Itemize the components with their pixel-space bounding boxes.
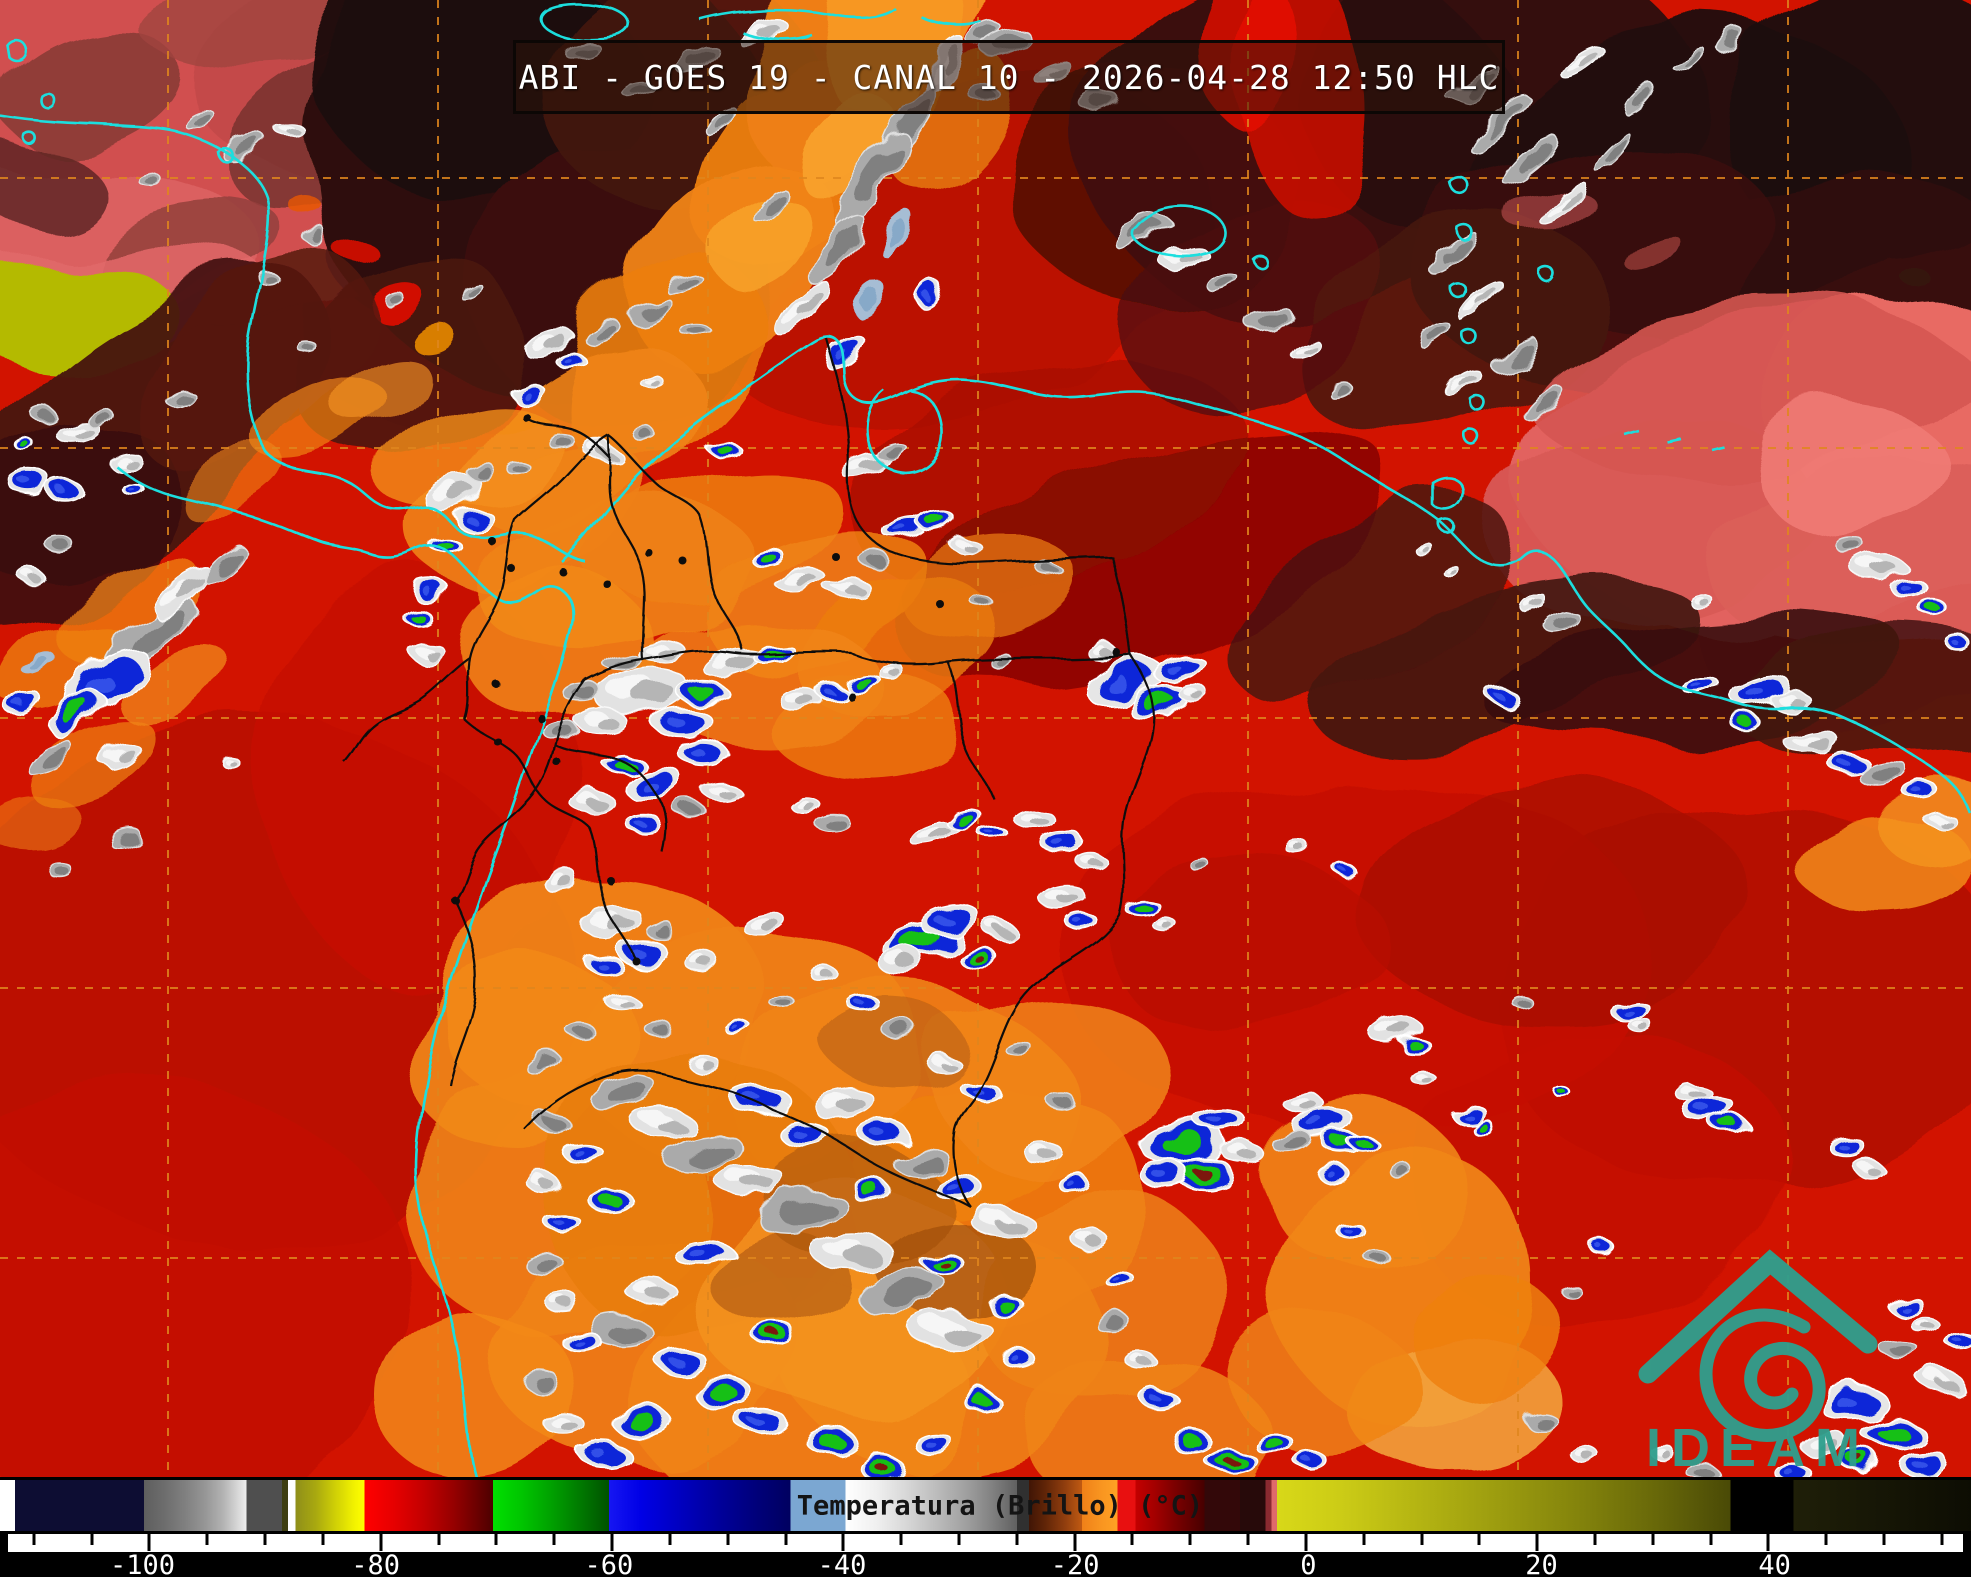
- ideam-logo: IDEAM: [1638, 1249, 1878, 1478]
- colorbar-minor-tick: [784, 1534, 787, 1545]
- colorbar-minor-tick: [1709, 1534, 1713, 1545]
- colorbar-minor-tick: [899, 1534, 903, 1545]
- colorbar-minor-tick: [1362, 1534, 1366, 1545]
- colorbar-tick-labels: -100 -80 -60 -40 -20 0 20 40: [0, 1550, 1971, 1577]
- colorbar-major-tick: [147, 1534, 151, 1551]
- colorbar-major-tick: [841, 1534, 845, 1551]
- colorbar-minor-tick: [1651, 1534, 1655, 1545]
- colorbar-minor-tick: [1130, 1534, 1134, 1545]
- colorbar-minor-tick: [1940, 1534, 1944, 1545]
- colorbar-tick-label: 40: [1758, 1550, 1791, 1577]
- colorbar-tick-label: 20: [1525, 1550, 1558, 1577]
- colorbar-minor-tick: [1824, 1534, 1828, 1545]
- colorbar-major-tick: [379, 1534, 383, 1551]
- colorbar-minor-tick: [32, 1534, 36, 1545]
- coastline-overlay: [0, 2, 1971, 1478]
- temperature-legend: Temperatura (Brillo) (°C) -100 -80 -60 -40-…: [0, 1477, 1971, 1577]
- logo-roof-icon: [1638, 1249, 1878, 1384]
- colorbar-minor-tick: [494, 1534, 498, 1545]
- colorbar-major-tick: [1766, 1534, 1770, 1551]
- colorbar-tick-label: -20: [1050, 1550, 1100, 1577]
- colorbar-tick-label: -100: [109, 1550, 176, 1577]
- colorbar-minor-tick: [726, 1534, 730, 1545]
- title-bar: ABI - GOES 19 - CANAL 10 - 2026-04-28 12…: [513, 40, 1505, 114]
- colorbar-major-tick: [1073, 1534, 1077, 1551]
- colorbar-axis-line: [8, 1534, 1963, 1552]
- colorbar-minor-tick: [1477, 1534, 1481, 1545]
- legend-title: Temperatura (Brillo) (°C): [796, 1490, 1204, 1522]
- colorbar-minor-tick: [205, 1534, 209, 1545]
- colorbar-minor-tick: [263, 1534, 267, 1545]
- colorbar-major-tick: [610, 1534, 614, 1551]
- colorbar-minor-tick: [1246, 1534, 1250, 1545]
- colorbar-minor-tick: [1015, 1534, 1019, 1545]
- colorbar-tick-label: -60: [584, 1550, 634, 1577]
- logo-wordmark: IDEAM: [1646, 1418, 1870, 1478]
- political-border-overlay: [343, 337, 1155, 1209]
- colorbar-tick-label: 0: [1300, 1550, 1317, 1577]
- colorbar-tick-label: -40: [817, 1550, 867, 1577]
- colorbar-minor-tick: [1593, 1534, 1597, 1545]
- colorbar-minor-tick: [437, 1534, 441, 1545]
- colorbar-major-tick: [1535, 1534, 1539, 1551]
- logo-swirl-icon: [1699, 1308, 1826, 1442]
- colorbar-minor-tick: [552, 1534, 556, 1545]
- colorbar-minor-tick: [1882, 1534, 1886, 1545]
- colorbar-minor-tick: [957, 1534, 961, 1545]
- colorbar-minor-tick: [1188, 1534, 1192, 1545]
- title-text: ABI - GOES 19 - CANAL 10 - 2026-04-28 12…: [518, 57, 1500, 97]
- colorbar-major-tick: [1304, 1534, 1308, 1551]
- colorbar-minor-tick: [90, 1534, 94, 1545]
- colorbar-minor-tick: [1420, 1534, 1424, 1545]
- colorbar-tick-label: -80: [351, 1550, 401, 1577]
- colorbar-minor-tick: [321, 1534, 325, 1545]
- colorbar-minor-tick: [668, 1534, 672, 1545]
- colorbar-axis: [0, 1534, 1971, 1552]
- colorbar-gradient-strip: [0, 1477, 1971, 1534]
